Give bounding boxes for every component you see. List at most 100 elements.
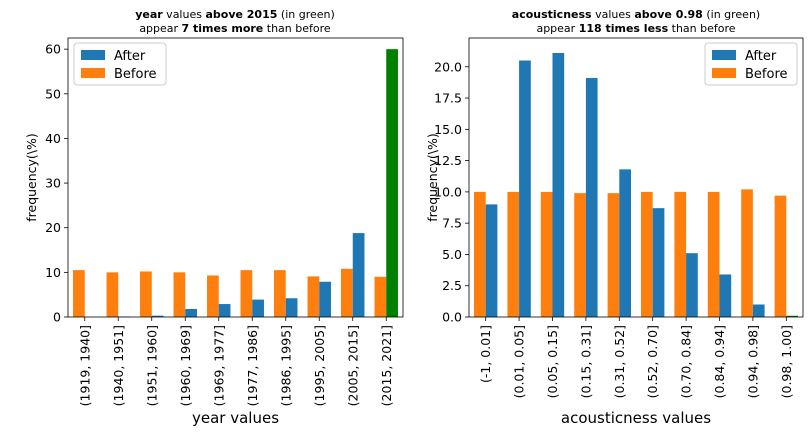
bar-after-9 <box>752 304 765 317</box>
y-tick-label: 12.5 <box>434 153 462 168</box>
chart-title-part-3: (in green) <box>277 8 334 21</box>
bar-before-4 <box>173 272 186 317</box>
bar-after-4 <box>585 78 598 317</box>
plot-frame <box>468 37 804 318</box>
bar-before-8 <box>707 191 720 317</box>
x-tick-label: (1940, 1951] <box>111 325 126 406</box>
chart-panel-2: acousticness values above 0.98 (in green… <box>425 8 804 427</box>
legend-label-before: Before <box>745 67 788 82</box>
x-tick-label: (1995, 2005] <box>312 325 327 406</box>
legend: After Before <box>73 42 167 86</box>
bar-before-5 <box>607 193 620 317</box>
bar-before-9 <box>741 189 753 317</box>
chart-title-part-2: above 2015 <box>205 8 277 21</box>
plot-frame <box>67 37 404 318</box>
bar-after-3 <box>151 315 164 317</box>
x-tick-label: (1969, 1977] <box>211 325 226 406</box>
bar-after-6 <box>252 299 264 317</box>
bar-after-6 <box>652 208 665 317</box>
y-tick-label: 60 <box>45 42 61 57</box>
bar-before-1 <box>474 191 486 317</box>
legend-swatch-before <box>81 68 105 78</box>
y-tick-label: 7.5 <box>442 216 462 231</box>
chart-subtitle: appear 7 times more than before <box>139 22 331 35</box>
bar-after-8 <box>319 281 331 317</box>
y-tick-label: 15.0 <box>434 122 462 137</box>
legend-swatch-after <box>712 50 736 60</box>
x-tick-label: (0.52, 0.70] <box>645 325 660 398</box>
chart-title-part-1: values <box>163 8 206 21</box>
bar-after-10 <box>786 315 798 317</box>
x-tick-label: (1960, 1969] <box>178 325 193 406</box>
x-tick-label: (1919, 1940] <box>77 325 92 406</box>
bar-before-10 <box>374 276 387 317</box>
x-tick-label: (0.31, 0.52] <box>612 325 627 398</box>
chart-title: year values above 2015 (in green) <box>135 8 335 21</box>
chart-subtitle-part-2: than before <box>263 22 331 35</box>
bar-before-5 <box>207 275 219 317</box>
bar-before-10 <box>774 195 787 317</box>
chart-title-part-0: year <box>135 8 163 21</box>
y-tick-label: 40 <box>45 131 61 146</box>
legend-label-after: After <box>114 49 146 64</box>
chart-subtitle-part-1: 118 times less <box>579 22 669 35</box>
y-tick-label: 5.0 <box>442 247 462 262</box>
bar-after-1 <box>485 204 498 317</box>
bar-after-8 <box>719 274 732 317</box>
x-tick-label: (2005, 2015] <box>345 325 360 406</box>
x-tick-label: (0.70, 0.84] <box>679 325 694 398</box>
bar-before-1 <box>73 270 85 317</box>
chart-title-part-0: acousticness <box>512 8 592 21</box>
y-tick-label: 20 <box>45 220 61 235</box>
x-tick-label: (0.94, 0.98] <box>745 325 760 398</box>
y-tick-label: 2.5 <box>442 278 462 293</box>
chart-subtitle: appear 118 times less than before <box>536 22 735 35</box>
chart-panel-1: year values above 2015 (in green)appear … <box>24 8 404 427</box>
chart-title-part-3: (in green) <box>703 8 760 21</box>
legend-swatch-before <box>712 68 736 78</box>
bar-before-4 <box>574 193 586 317</box>
bar-after-5 <box>619 169 631 317</box>
bar-before-2 <box>106 272 119 317</box>
x-tick-label: (0.15, 0.31] <box>578 325 593 398</box>
bar-after-10 <box>386 49 398 317</box>
legend-swatch-after <box>81 50 105 60</box>
bar-before-3 <box>140 271 152 317</box>
bar-before-9 <box>341 268 353 317</box>
chart-title-part-2: above 0.98 <box>634 8 702 21</box>
x-axis-label: year values <box>192 409 279 427</box>
chart-title: acousticness values above 0.98 (in green… <box>512 8 760 21</box>
chart-subtitle-part-1: 7 times more <box>182 22 264 35</box>
y-tick-label: 0.0 <box>442 310 462 325</box>
y-tick-label: 30 <box>45 176 61 191</box>
bar-after-7 <box>285 298 298 317</box>
bar-after-5 <box>218 304 231 317</box>
x-tick-label: (1986, 1995] <box>278 325 293 406</box>
legend-label-before: Before <box>114 67 157 82</box>
bar-after-7 <box>686 253 698 317</box>
x-axis-label: acousticness values <box>561 409 711 427</box>
chart-title-part-1: values <box>592 8 635 21</box>
y-tick-label: 0 <box>53 310 61 325</box>
x-tick-label: (1977, 1986] <box>245 325 260 406</box>
bar-before-7 <box>674 191 687 317</box>
x-tick-label: (0.01, 0.05] <box>512 325 527 398</box>
bar-after-9 <box>352 233 365 317</box>
x-tick-label: (0.84, 0.94] <box>712 325 727 398</box>
x-tick-label: (0.98, 1.00] <box>779 325 794 398</box>
x-tick-label: (2015, 2021] <box>379 325 394 406</box>
y-tick-label: 10.0 <box>434 184 462 199</box>
bar-after-4 <box>185 308 197 317</box>
chart-subtitle-part-0: appear <box>536 22 578 35</box>
legend: After Before <box>704 42 798 86</box>
y-tick-label: 50 <box>45 86 61 101</box>
y-axis-label: frequency(\%) <box>24 133 39 222</box>
x-tick-label: (0.05, 0.15] <box>545 325 560 398</box>
bar-before-3 <box>540 191 553 317</box>
chart-subtitle-part-2: than before <box>668 22 736 35</box>
y-tick-label: 17.5 <box>434 91 462 106</box>
legend-label-after: After <box>745 49 777 64</box>
bar-after-2 <box>519 60 531 318</box>
y-tick-label: 10 <box>45 265 61 280</box>
